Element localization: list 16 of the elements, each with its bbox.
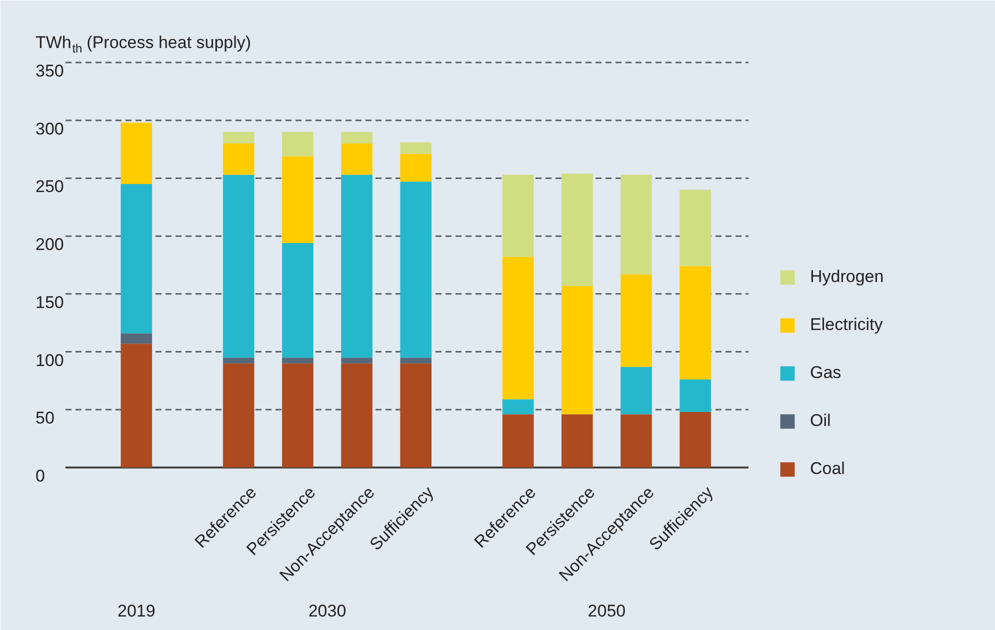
legend-label: Electricity [810, 315, 883, 335]
text: 2050 [588, 602, 626, 620]
legend-label: Coal [810, 459, 845, 479]
y-tick-label: 100 [36, 350, 64, 370]
text: 2030 [308, 602, 346, 620]
y-tick-label: 250 [36, 177, 64, 196]
y-tick-label: 350 [36, 62, 64, 80]
y-tick-label: 300 [36, 119, 64, 138]
y-tick-label: 150 [36, 292, 64, 312]
y-tick-label: 0 [36, 466, 45, 486]
legend-label: Hydrogen [810, 267, 884, 287]
y-tick-label: 50 [36, 408, 54, 428]
legend-label: Gas [810, 363, 842, 383]
y-tick-label: 200 [36, 235, 64, 254]
legend-label: Oil [810, 411, 831, 431]
text: 2019 [117, 602, 156, 620]
